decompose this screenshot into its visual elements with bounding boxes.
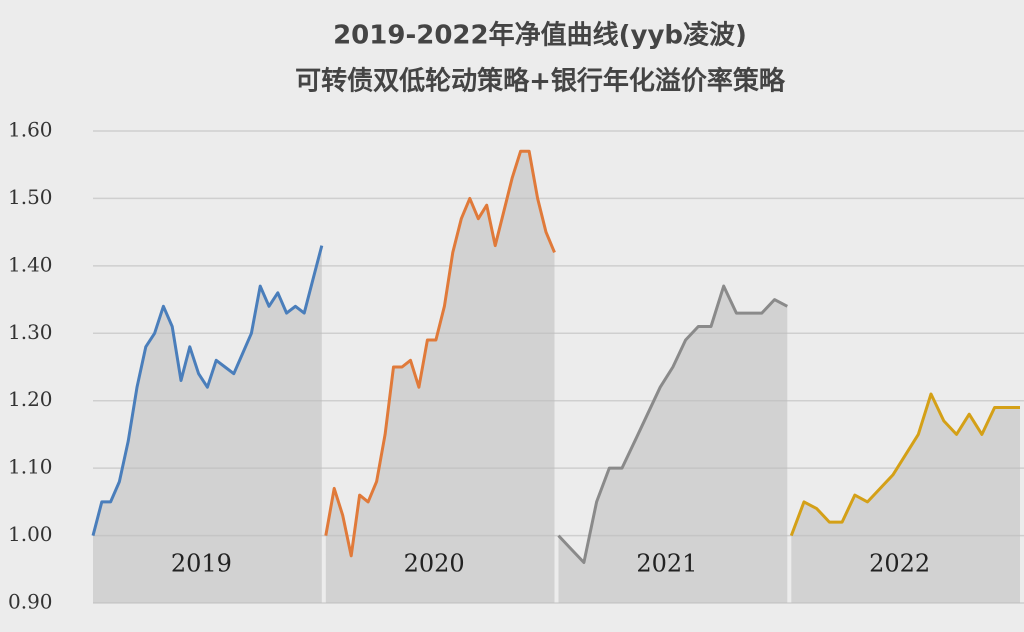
y-tick-label: 1.10 <box>8 455 53 479</box>
line <box>557 284 788 564</box>
y-tick-label: 1.00 <box>8 522 53 546</box>
y-tick-label: 1.40 <box>8 252 53 276</box>
area <box>791 394 1020 603</box>
y-tick-label: 1.60 <box>8 118 53 142</box>
area <box>93 245 322 603</box>
series-label: 2019 <box>171 550 232 578</box>
area <box>558 286 788 603</box>
series-label: 2021 <box>636 550 697 578</box>
y-tick-label: 1.30 <box>8 320 53 344</box>
area <box>325 151 555 603</box>
line <box>91 245 324 536</box>
y-tick-label: 0.90 <box>8 590 53 614</box>
line <box>324 149 556 558</box>
chart-subtitle: 可转债双低轮动策略+银行年化溢价率策略 <box>295 66 786 97</box>
chart-title: 2019-2022年净值曲线(yyb凌波) <box>333 20 747 51</box>
series-label: 2020 <box>404 550 465 578</box>
y-tick-label: 1.20 <box>8 387 53 411</box>
series-label: 2022 <box>869 550 930 578</box>
y-tick-label: 1.50 <box>8 185 53 209</box>
line <box>789 392 1020 537</box>
